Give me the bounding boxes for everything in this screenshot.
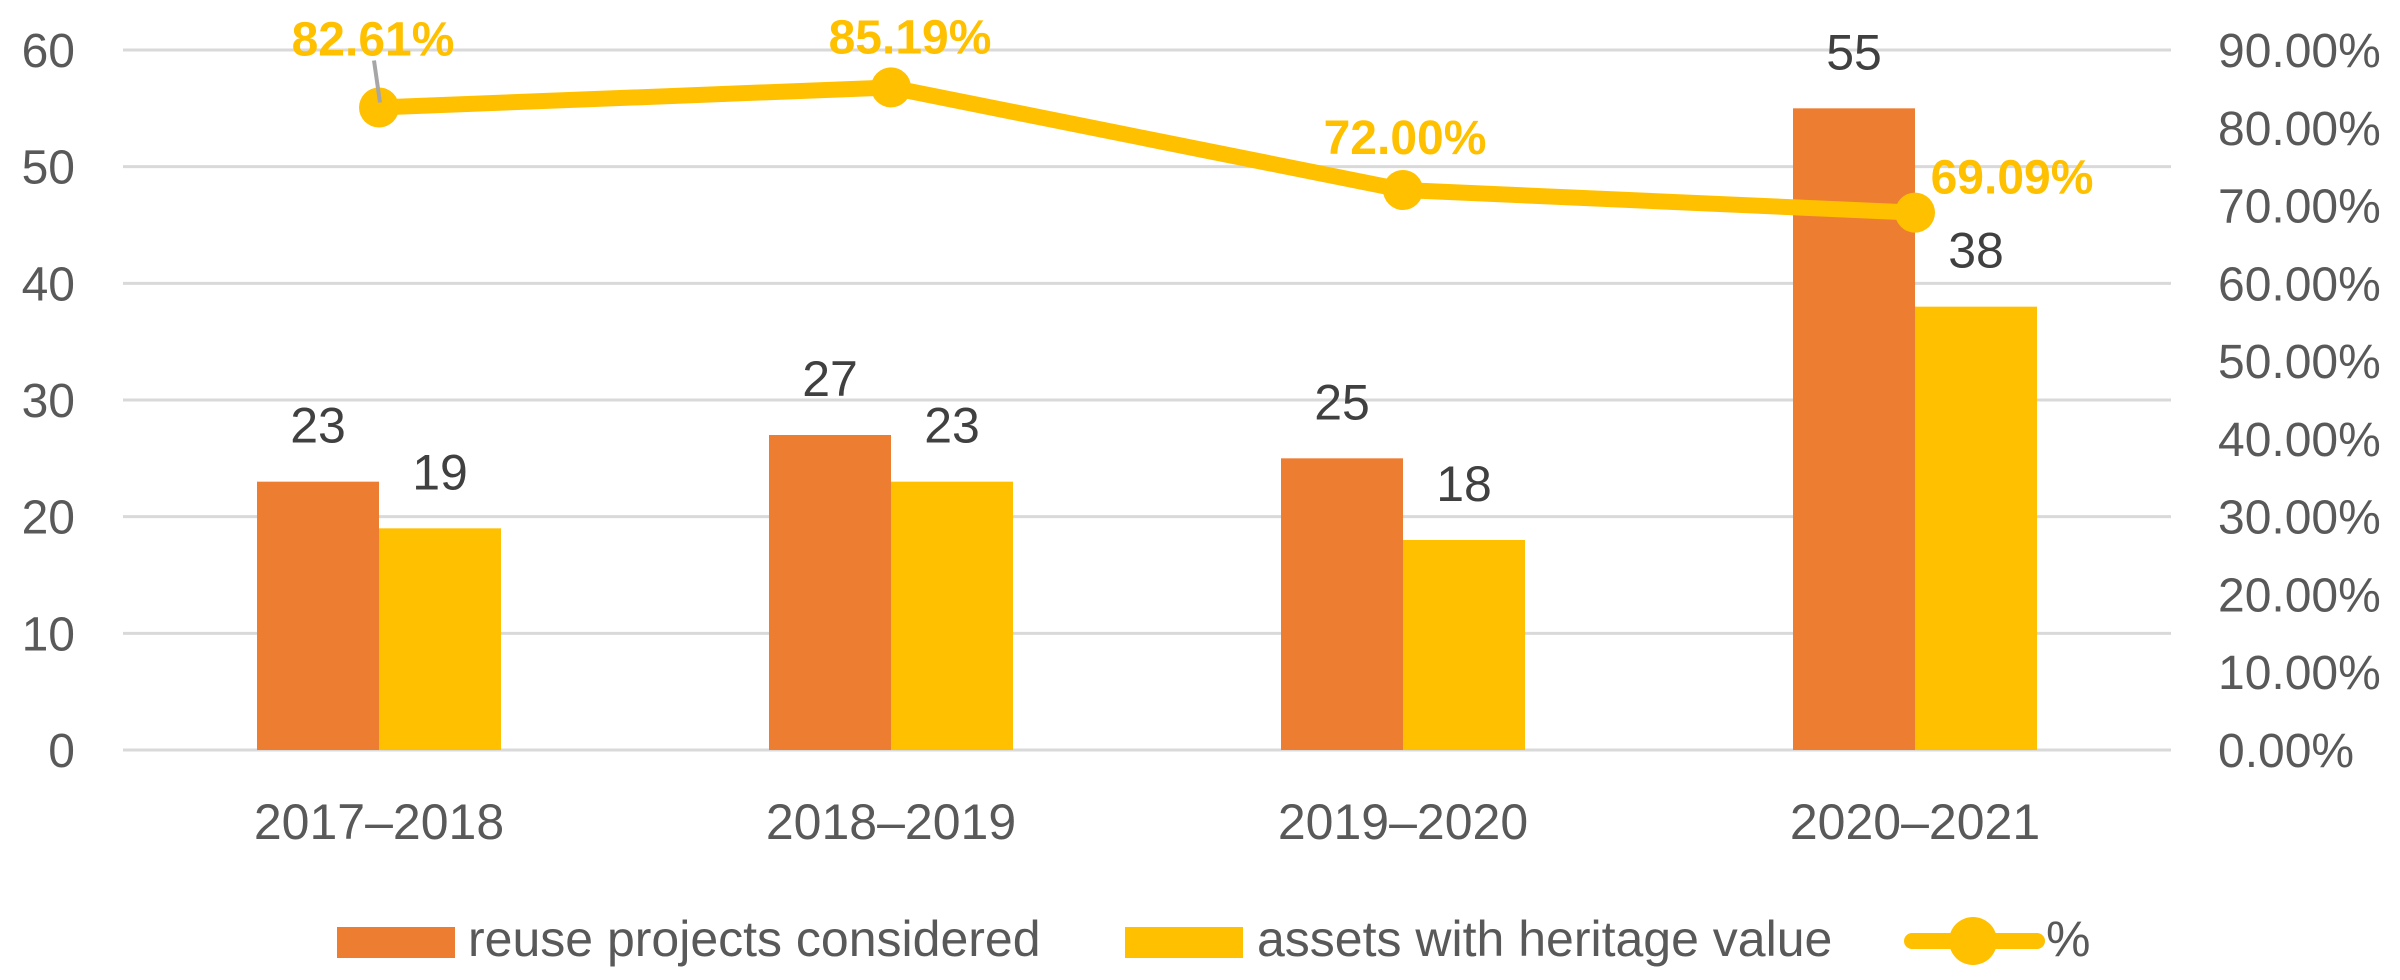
left-axis-tick-label: 40 bbox=[22, 258, 75, 311]
category-labels-layer: 2017–2018 2018–2019 2019–2020 2020–2021 bbox=[254, 794, 2040, 850]
right-axis-tick-label: 90.00% bbox=[2218, 25, 2381, 78]
bar-value-label: 18 bbox=[1436, 456, 1492, 512]
bar-heritage-assets bbox=[379, 528, 501, 750]
bar-heritage-assets bbox=[1403, 540, 1525, 750]
right-axis-tick-label: 80.00% bbox=[2218, 103, 2381, 156]
line-point-marker bbox=[871, 67, 911, 108]
category-label: 2020–2021 bbox=[1790, 794, 2040, 850]
right-axis-tick-label: 70.00% bbox=[2218, 181, 2381, 234]
left-axis-tick-label: 60 bbox=[22, 25, 75, 78]
bar-value-label: 55 bbox=[1826, 24, 1882, 80]
right-axis-tick-label: 0.00% bbox=[2218, 725, 2354, 778]
legend-label-reuse-projects: reuse projects considered bbox=[468, 911, 1041, 967]
data-label-leader-line bbox=[372, 60, 382, 103]
percent-line bbox=[371, 79, 1923, 221]
left-axis-tick-label: 0 bbox=[48, 725, 75, 778]
right-axis-tick-label: 50.00% bbox=[2218, 336, 2381, 389]
right-axis-tick-label: 10.00% bbox=[2218, 647, 2381, 700]
right-axis-tick-label: 20.00% bbox=[2218, 569, 2381, 622]
bar-value-label: 38 bbox=[1948, 223, 2004, 279]
bar-value-label: 25 bbox=[1314, 374, 1370, 430]
right-axis-tick-label: 40.00% bbox=[2218, 414, 2381, 467]
legend-label-percent: % bbox=[2046, 911, 2090, 967]
line-value-labels-layer: 82.61% 85.19% 72.00% 69.09% bbox=[292, 11, 2094, 204]
line-series-layer bbox=[359, 67, 1935, 233]
legend: reuse projects considered assets with he… bbox=[337, 911, 2090, 967]
legend-swatch-heritage-assets bbox=[1125, 927, 1243, 958]
legend-swatch-reuse-projects bbox=[337, 927, 455, 958]
percent-value-label: 82.61% bbox=[292, 13, 455, 66]
bar-value-label: 27 bbox=[802, 351, 858, 407]
percent-value-label: 72.00% bbox=[1324, 112, 1487, 165]
line-point-marker bbox=[1383, 170, 1423, 210]
left-axis-tick-label: 10 bbox=[22, 608, 75, 661]
bar-value-label: 23 bbox=[924, 398, 980, 454]
bar-value-labels-layer: 23 27 25 55 19 23 18 38 bbox=[290, 24, 2004, 512]
category-label: 2019–2020 bbox=[1278, 794, 1528, 850]
left-axis-tick-label: 20 bbox=[22, 492, 75, 545]
bar-value-label: 23 bbox=[290, 398, 346, 454]
right-axis-tick-label: 60.00% bbox=[2218, 258, 2381, 311]
left-axis-tick-label: 50 bbox=[22, 142, 75, 195]
category-label: 2017–2018 bbox=[254, 794, 504, 850]
bar-reuse-projects bbox=[769, 435, 891, 750]
right-axis-tick-label: 30.00% bbox=[2218, 492, 2381, 545]
legend-label-heritage-assets: assets with heritage value bbox=[1257, 911, 1832, 967]
bar-value-label: 19 bbox=[412, 444, 468, 500]
percent-value-label: 85.19% bbox=[829, 11, 992, 64]
line-point-marker bbox=[359, 87, 399, 128]
axis-tick-labels-layer: 0 10 20 30 40 50 60 0.00% 10.00% 20.00% 30.00% 40.0… bbox=[22, 25, 2381, 778]
bar-heritage-assets bbox=[891, 481, 1013, 750]
bar-reuse-projects bbox=[1281, 458, 1403, 750]
left-axis-tick-label: 30 bbox=[22, 375, 75, 428]
bar-heritage-assets bbox=[1915, 306, 2037, 750]
bar-reuse-projects bbox=[257, 481, 379, 750]
bar-series-layer bbox=[257, 108, 2037, 751]
line-point-marker bbox=[1895, 192, 1935, 233]
legend-line-dot-icon bbox=[1949, 917, 1997, 965]
category-label: 2018–2019 bbox=[766, 794, 1016, 850]
percent-value-label: 69.09% bbox=[1931, 152, 2094, 205]
